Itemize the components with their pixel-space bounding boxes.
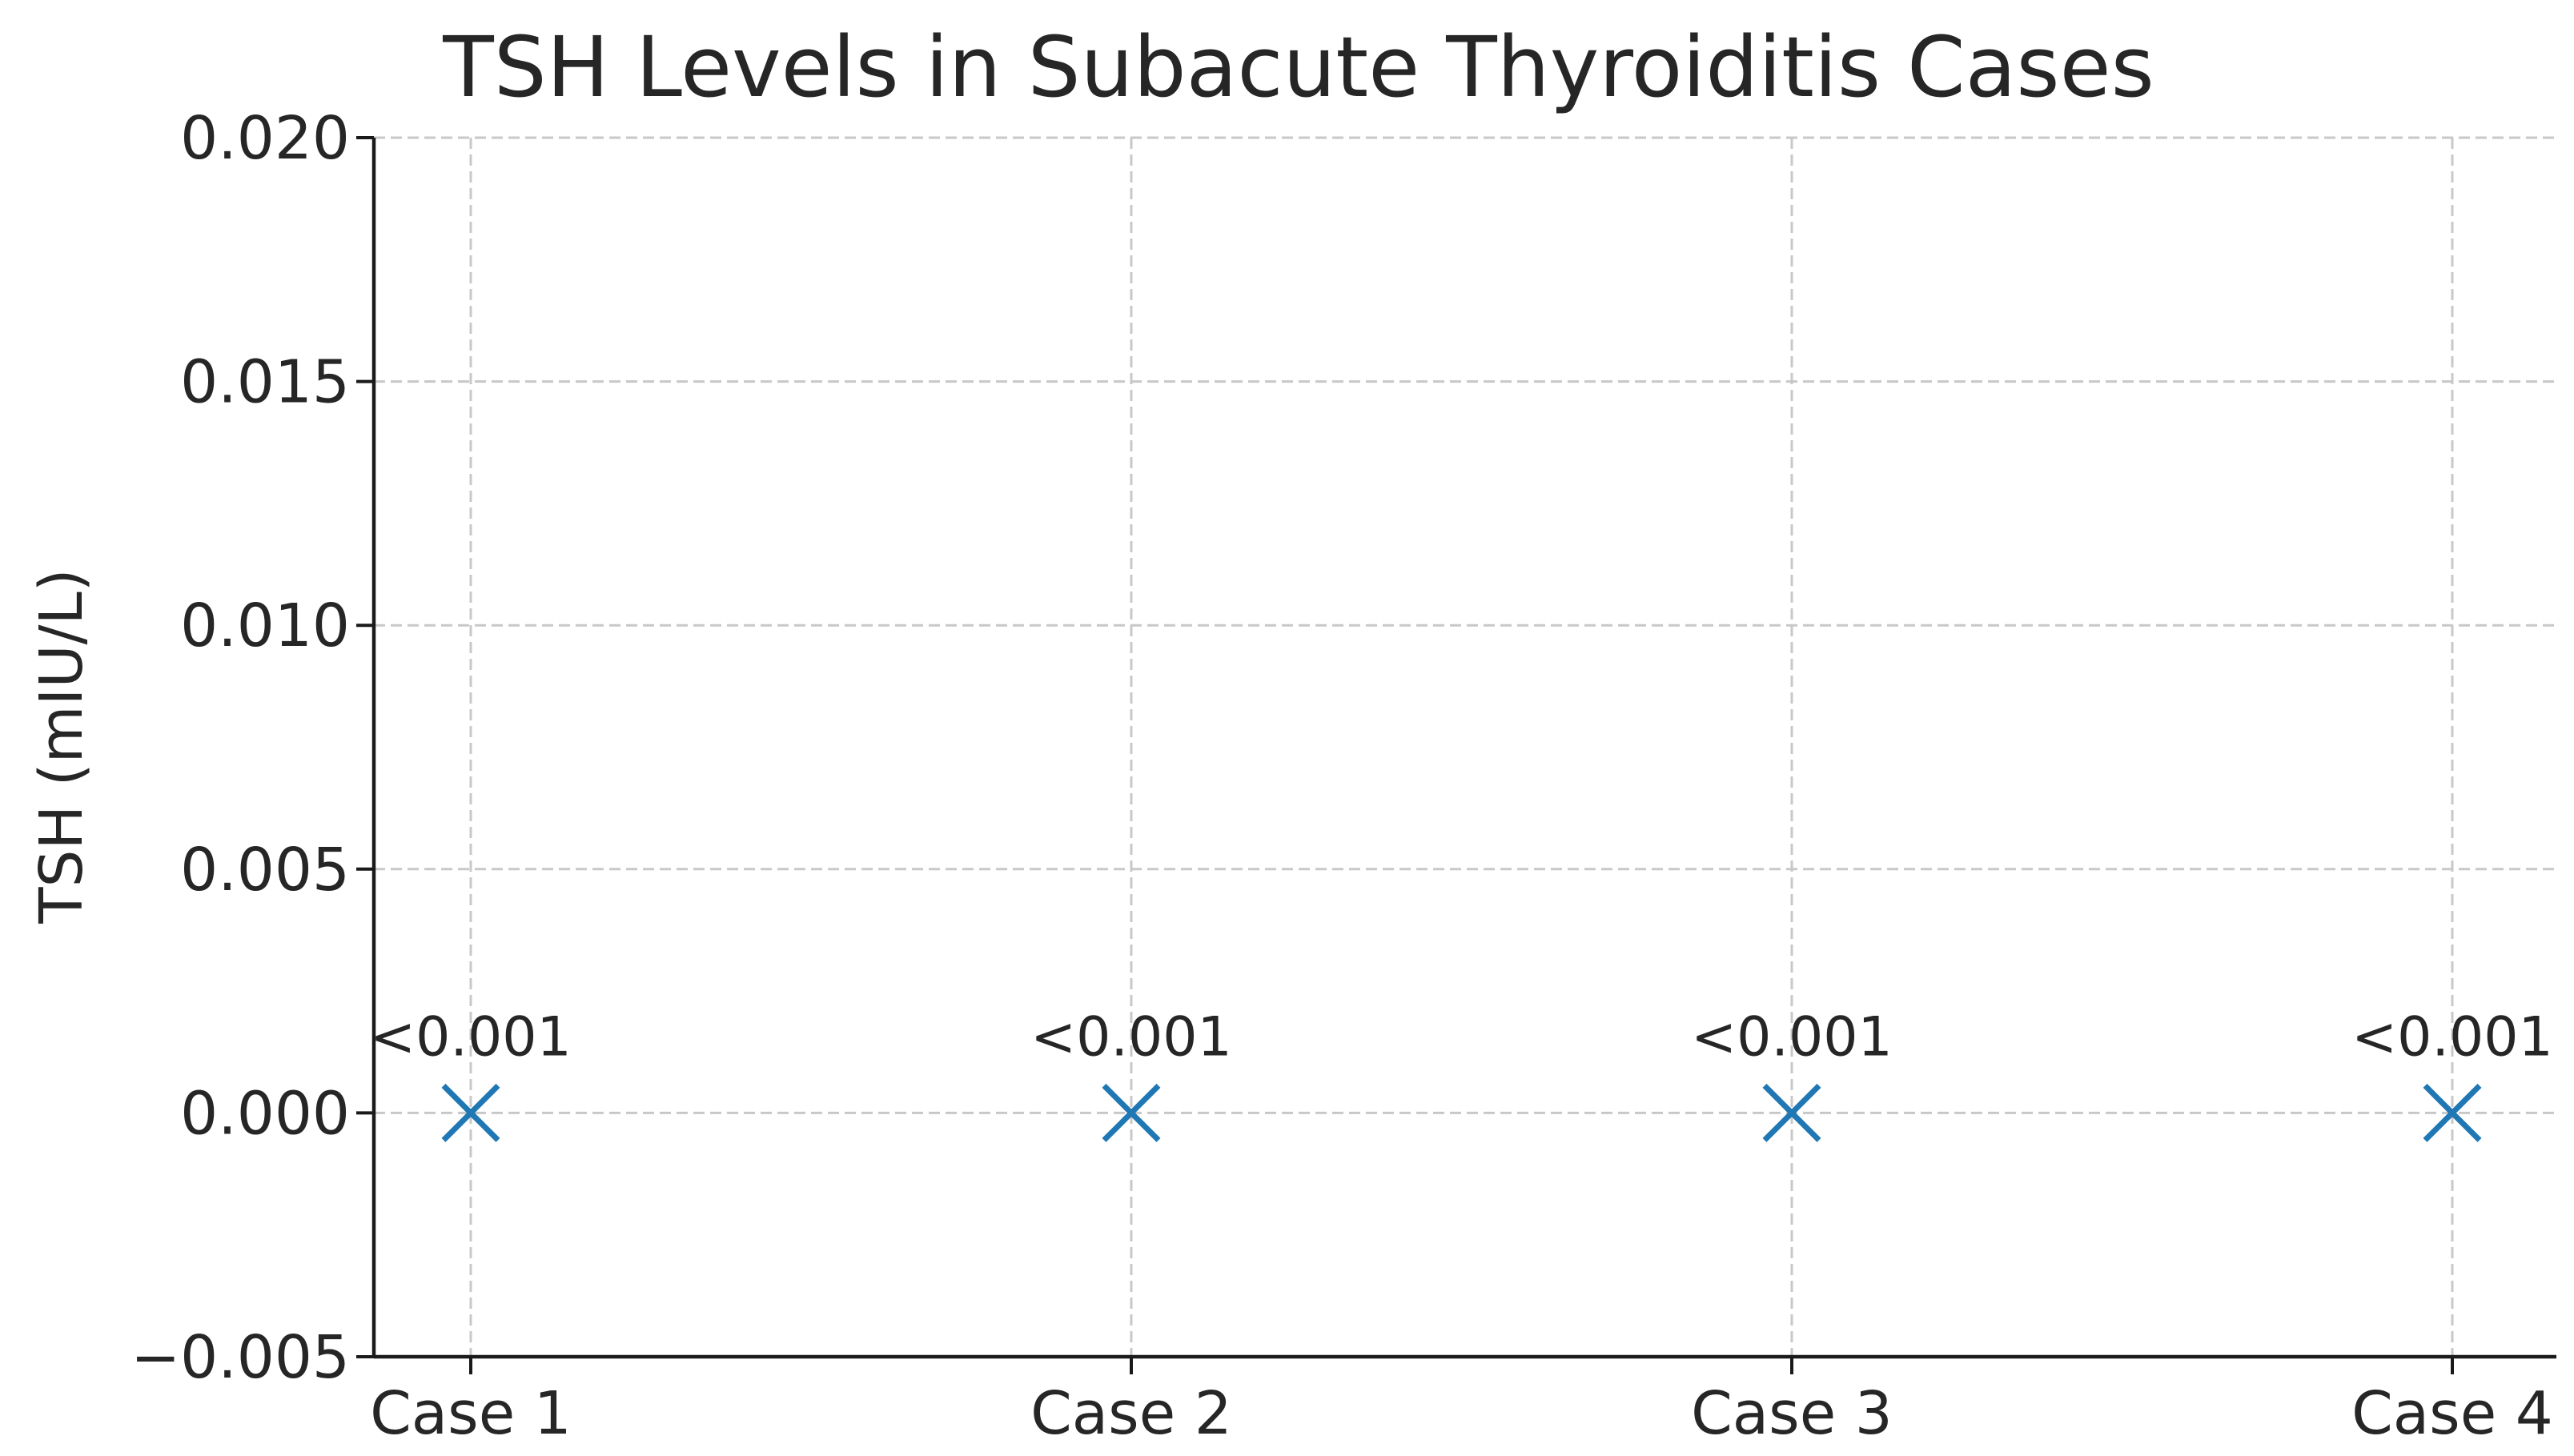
y-axis-label: TSH (mIU/L) [27,568,96,924]
y-tick-label: −0.005 [131,1323,350,1392]
data-point [2423,1083,2482,1142]
data-label: <0.001 [1691,1005,1893,1069]
y-tick-label: 0.005 [180,836,350,904]
data-point [1762,1083,1821,1142]
data-point [1102,1083,1161,1142]
data-label: <0.001 [2351,1005,2553,1069]
grid-layer [374,136,2556,1358]
x-tick-label: Case 1 [370,1379,572,1448]
data-point-stroke [1762,1083,1821,1142]
data-label: <0.001 [1030,1005,1232,1069]
data-point [441,1083,500,1142]
data-label: <0.001 [370,1005,572,1069]
data-point-stroke [1102,1083,1161,1142]
axes-layer [371,138,2556,1359]
x-tick-label: Case 3 [1691,1379,1893,1448]
y-tick-label: 0.000 [180,1079,350,1148]
data-point-stroke [441,1083,500,1142]
data-point-stroke [2423,1083,2482,1142]
y-tick-label: 0.020 [180,104,350,173]
x-tick-label: Case 4 [2351,1379,2553,1448]
x-tick-label: Case 2 [1030,1379,1232,1448]
ticks-layer: −0.005 0.000 0.005 0.010 0.015 0.020 Case 1 Cas… [131,104,2553,1448]
y-tick-label: 0.010 [180,592,350,660]
y-tick-label: 0.015 [180,348,350,417]
chart-title: TSH Levels in Subacute Thyroiditis Cases [442,18,2154,116]
marks-layer: <0.001 <0.001 <0.001 <0.001 [370,1005,2553,1142]
